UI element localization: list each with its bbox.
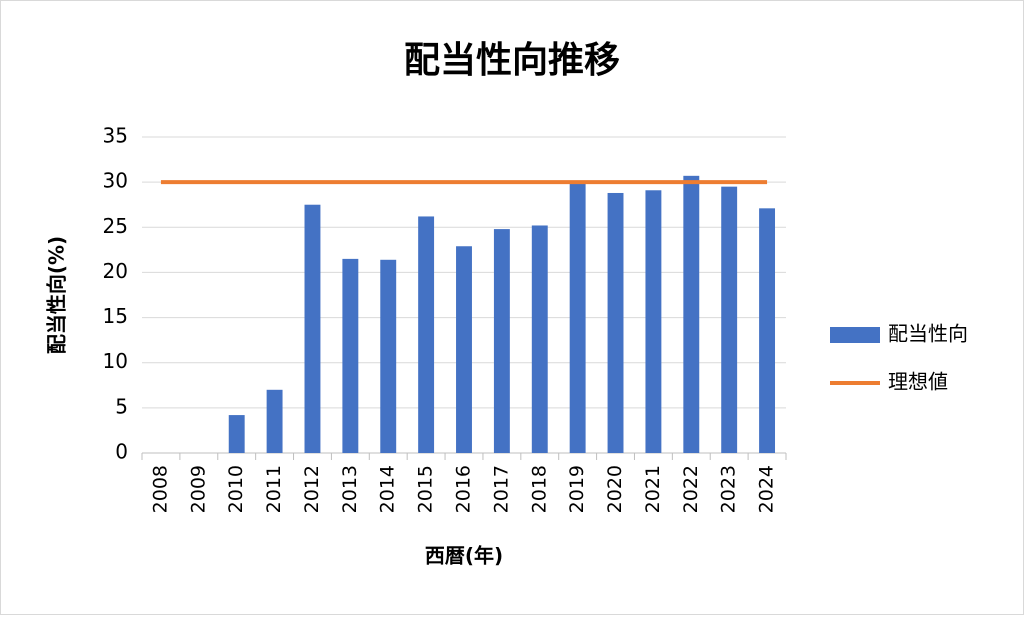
- x-tick-label: 2014: [377, 465, 399, 513]
- y-axis-label: 配当性向(%): [45, 236, 69, 354]
- x-tick-label: 2009: [187, 465, 209, 513]
- x-tick-label: 2022: [680, 465, 702, 513]
- bar: [759, 208, 776, 453]
- x-tick-label: 2015: [415, 465, 437, 513]
- y-tick-label: 20: [103, 259, 128, 283]
- bar: [266, 389, 283, 453]
- bar: [380, 259, 397, 453]
- x-tick-label: 2021: [642, 465, 664, 513]
- bar: [721, 186, 738, 453]
- y-tick-label: 10: [103, 349, 128, 373]
- bar: [456, 246, 472, 453]
- x-tick-label: 2010: [225, 465, 247, 513]
- y-tick-label: 15: [103, 304, 128, 328]
- x-tick-label: 2012: [301, 465, 323, 513]
- x-tick-label: 2017: [490, 465, 512, 513]
- y-tick-label: 35: [103, 124, 128, 148]
- bar: [493, 229, 510, 453]
- x-tick-label: 2008: [149, 465, 171, 513]
- bar: [228, 415, 245, 453]
- bar: [645, 190, 662, 454]
- x-tick-label: 2020: [604, 465, 626, 513]
- legend-label: 配当性向: [888, 322, 968, 346]
- x-tick-label: 2016: [453, 465, 475, 513]
- y-tick-label: 25: [103, 214, 128, 238]
- chart-title: 配当性向推移: [404, 40, 620, 81]
- legend-swatch: [830, 327, 880, 343]
- x-tick-label: 2013: [339, 465, 361, 513]
- y-tick-label: 0: [115, 440, 128, 464]
- bar: [304, 204, 321, 453]
- y-tick-label: 30: [103, 169, 128, 193]
- bar: [683, 175, 700, 453]
- x-tick-label: 2011: [263, 465, 285, 513]
- bar: [418, 216, 435, 453]
- y-tick-label: 5: [115, 394, 128, 418]
- bar: [342, 258, 359, 453]
- x-axis-label: 西暦(年): [425, 544, 503, 568]
- bar: [569, 182, 586, 453]
- x-tick-label: 2018: [528, 465, 550, 513]
- x-tick-label: 2024: [756, 465, 778, 513]
- legend-label: 理想値: [888, 370, 948, 394]
- bar: [531, 225, 548, 453]
- x-tick-label: 2023: [718, 465, 740, 513]
- bar: [607, 192, 624, 453]
- x-tick-label: 2019: [566, 465, 588, 513]
